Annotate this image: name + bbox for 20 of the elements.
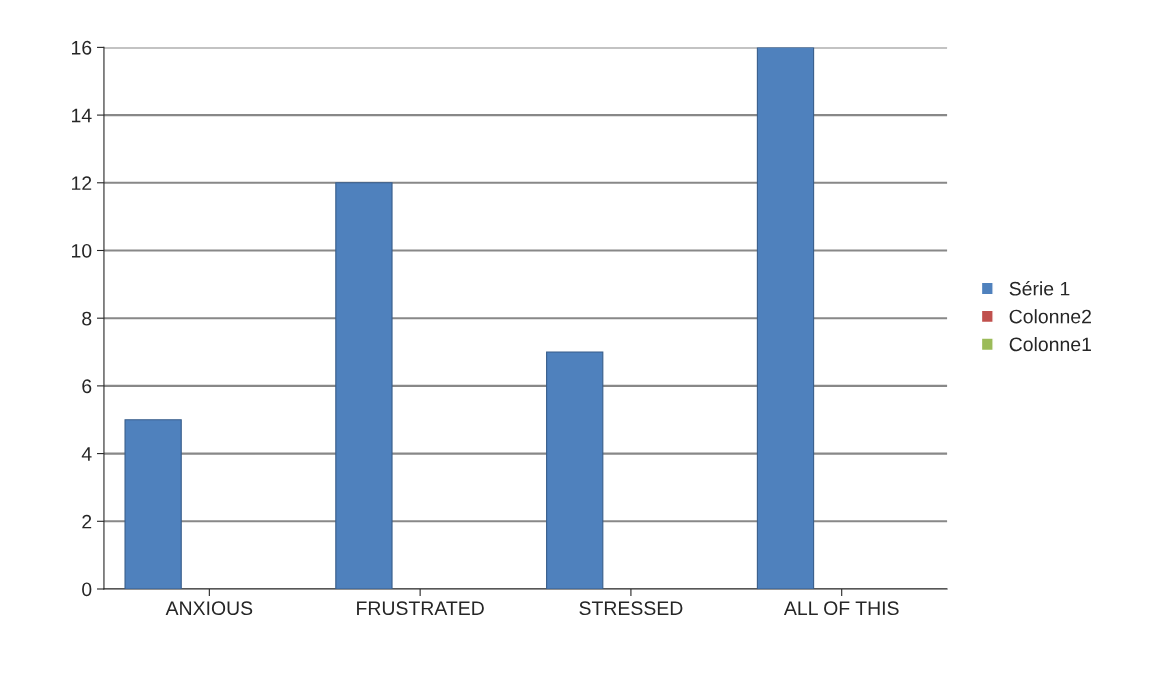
x-tick-label: FRUSTRATED xyxy=(357,601,484,616)
bar xyxy=(124,419,182,589)
x-tick-label: ALL OF THIS xyxy=(783,601,899,616)
y-tick-label: 0 xyxy=(82,582,92,597)
bar xyxy=(546,351,604,589)
y-tick-label: 14 xyxy=(72,108,92,123)
y-tick-label: 16 xyxy=(72,40,92,55)
bar xyxy=(756,47,815,589)
y-tick-label: 10 xyxy=(72,243,92,258)
y-tick-label: 12 xyxy=(72,176,92,190)
legend-label: Colonne1 xyxy=(1009,336,1091,352)
y-tick-label: 2 xyxy=(82,514,92,529)
legend-label: Colonne2 xyxy=(1009,309,1091,324)
y-tick-label: 8 xyxy=(82,311,92,326)
x-tick-label: STRESSED xyxy=(579,601,683,616)
x-tick-label: ANXIOUS xyxy=(165,601,253,616)
y-tick-label: 4 xyxy=(81,447,92,461)
y-tick-label: 6 xyxy=(82,379,92,394)
bar xyxy=(335,182,393,589)
legend-label: Série 1 xyxy=(1009,281,1070,296)
